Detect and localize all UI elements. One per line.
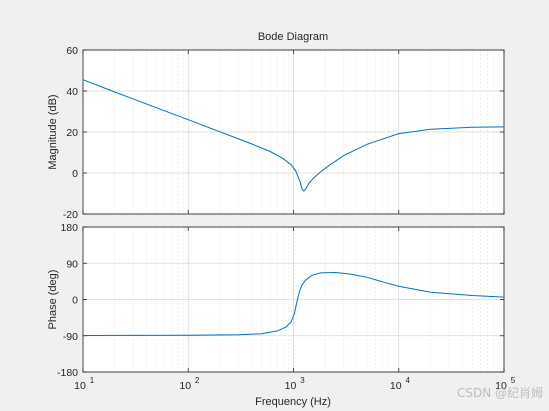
phase-y-tick-label: -90	[63, 331, 78, 343]
magnitude-y-tick-label: 60	[66, 45, 78, 57]
magnitude-y-tick-label: 20	[66, 127, 78, 139]
x-tick-label: 10	[495, 380, 507, 392]
watermark: CSDN @纪肖姆	[456, 386, 543, 400]
magnitude-axes: -20 0 20 40 60 Magnitude (dB)	[47, 45, 505, 221]
phase-y-tick-label: -180	[57, 367, 78, 379]
phase-axes-border	[82, 226, 505, 373]
chart-title: Bode Diagram	[258, 31, 328, 43]
phase-y-tick-label: 90	[66, 258, 78, 270]
phase-y-tick-label: 0	[72, 295, 78, 307]
x-tick-label-exponent: 2	[195, 376, 200, 385]
magnitude-y-tick-label: 0	[72, 168, 78, 180]
magnitude-curve	[82, 79, 505, 192]
x-tick-label: 10	[179, 380, 191, 392]
x-tick-label-exponent: 1	[90, 376, 95, 385]
x-axis-label: Frequency (Hz)	[255, 396, 331, 408]
phase-curve	[82, 271, 505, 336]
x-tick-label: 10	[74, 380, 86, 392]
magnitude-y-tick-label: -20	[63, 209, 78, 221]
x-tick-label-exponent: 4	[406, 376, 411, 385]
magnitude-y-tick-label: 40	[66, 86, 78, 98]
magnitude-y-axis-label: Magnitude (dB)	[47, 94, 59, 169]
x-tick-label-exponent: 5	[511, 376, 516, 385]
x-tick-label-exponent: 3	[300, 376, 305, 385]
x-tick-label: 10	[390, 380, 402, 392]
magnitude-axes-border	[82, 49, 505, 215]
phase-y-tick-label: 180	[60, 222, 78, 234]
phase-y-axis-label: Phase (deg)	[47, 270, 59, 330]
x-tick-label: 10	[285, 380, 297, 392]
